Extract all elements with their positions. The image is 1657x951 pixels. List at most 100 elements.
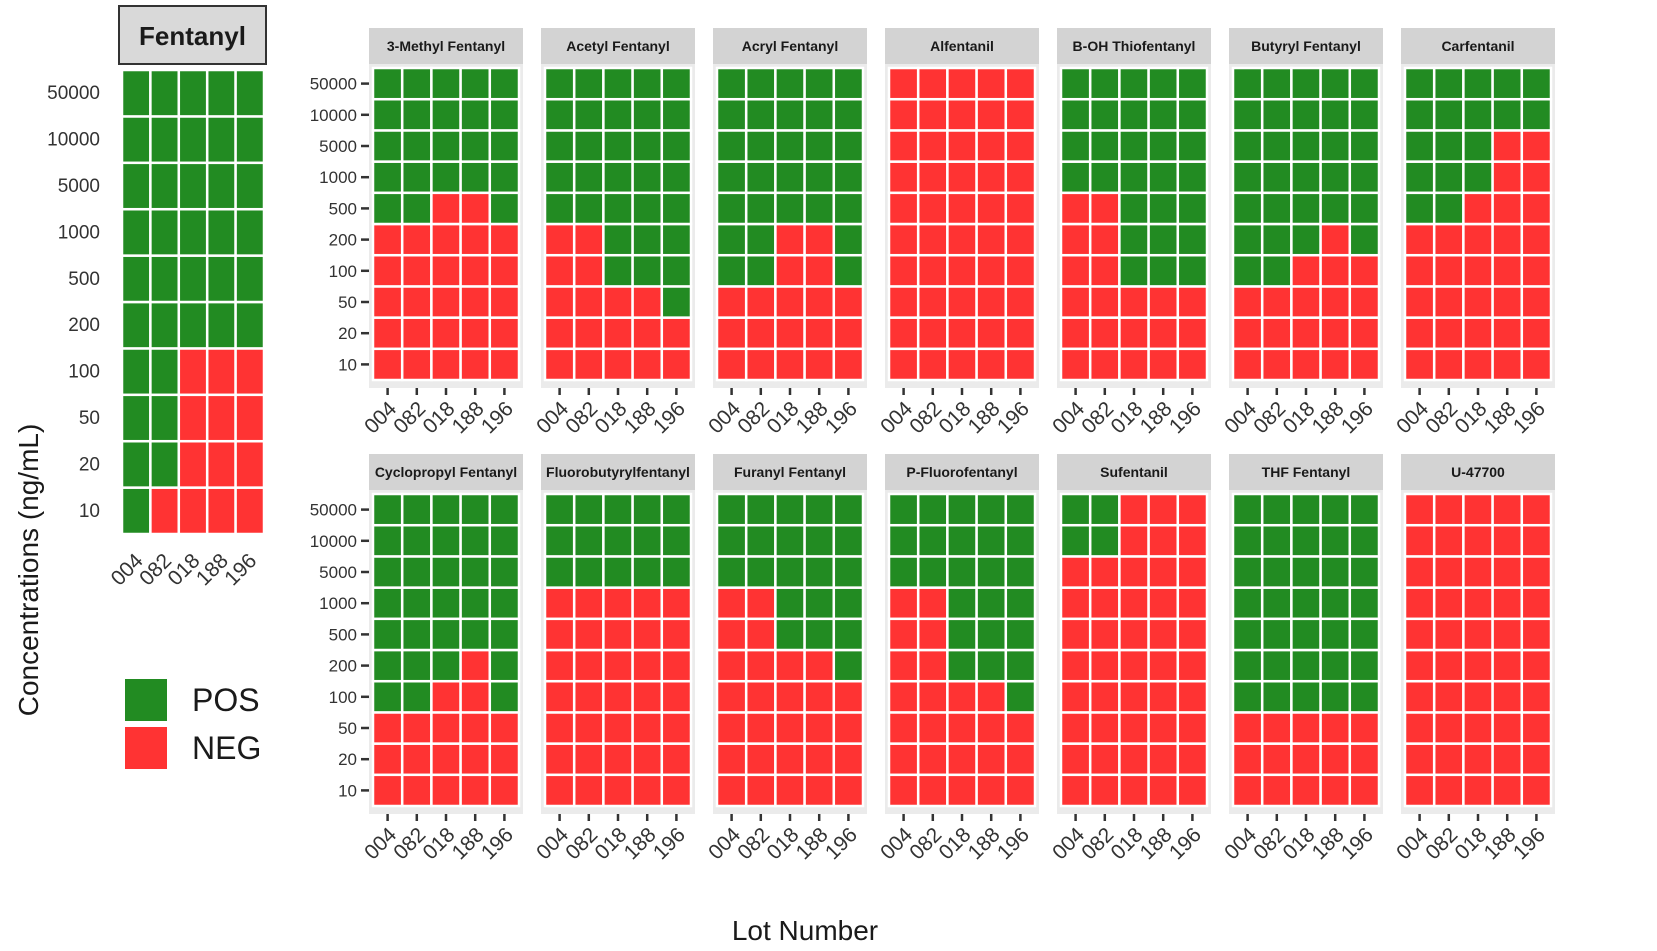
cell-fentanyl-018-10: [177, 486, 209, 536]
cell-p-fluorofentanyl-188-20: [975, 742, 1008, 777]
cell-fluorobutyrylfentanyl-196-1000: [660, 586, 693, 621]
cell-b-oh-thiofentanyl-018-10: [1118, 347, 1150, 382]
cell-b-oh-thiofentanyl-018-50: [1118, 285, 1150, 319]
cell-furanyl-fentanyl-082-1000: [744, 586, 777, 621]
cell-acetyl-fentanyl-018-10: [602, 347, 634, 382]
cell-fentanyl-082-5000: [149, 161, 181, 211]
cell-b-oh-thiofentanyl-196-10: [1176, 347, 1209, 382]
cell-furanyl-fentanyl-196-200: [832, 648, 865, 683]
cell-thf-fentanyl-004-200: [1231, 648, 1264, 683]
cell-thf-fentanyl-082-10: [1260, 773, 1293, 808]
cell-butyryl-fentanyl-196-200: [1348, 222, 1381, 257]
cell-3-methyl-fentanyl-196-100: [488, 253, 521, 288]
facet-strip-butyryl-fentanyl: [1229, 28, 1383, 64]
cell-u-47700-196-50: [1520, 711, 1553, 745]
cell-acryl-fentanyl-004-10000: [715, 97, 748, 132]
cell-3-methyl-fentanyl-082-500: [400, 191, 433, 226]
cell-acryl-fentanyl-018-10: [774, 347, 806, 382]
cell-u-47700-196-100: [1520, 679, 1553, 714]
x-tick-acryl-fentanyl-196: 196: [821, 397, 862, 438]
cell-fluorobutyrylfentanyl-018-10000: [602, 523, 634, 558]
y-tick-3-methyl-fentanyl-50: 50: [338, 293, 357, 312]
cell-butyryl-fentanyl-196-100: [1348, 253, 1381, 288]
cell-carfentanil-004-1000: [1403, 160, 1436, 195]
cell-p-fluorofentanyl-082-1000: [916, 586, 949, 621]
cell-furanyl-fentanyl-004-5000: [715, 555, 748, 589]
cell-3-methyl-fentanyl-188-10: [459, 347, 492, 382]
facet-strip-label-alfentanil: Alfentanil: [930, 38, 994, 54]
cell-p-fluorofentanyl-004-10000: [887, 523, 920, 558]
cell-alfentanil-196-5000: [1004, 129, 1037, 163]
facet-strip-carfentanil: [1401, 28, 1555, 64]
facet-strip-acryl-fentanyl: [713, 28, 867, 64]
cell-fluorobutyrylfentanyl-018-1000: [602, 586, 634, 621]
cell-furanyl-fentanyl-196-5000: [832, 555, 865, 589]
cell-furanyl-fentanyl-188-200: [803, 648, 836, 683]
cell-furanyl-fentanyl-082-10000: [744, 523, 777, 558]
cell-carfentanil-018-500: [1462, 191, 1494, 226]
cell-b-oh-thiofentanyl-196-50: [1176, 285, 1209, 319]
x-tick-thf-fentanyl-196: 196: [1337, 823, 1378, 864]
cell-furanyl-fentanyl-196-50000: [832, 492, 865, 527]
cell-b-oh-thiofentanyl-188-1000: [1147, 160, 1180, 195]
cell-fluorobutyrylfentanyl-018-10: [602, 773, 634, 808]
cell-carfentanil-196-5000: [1520, 129, 1553, 163]
cell-p-fluorofentanyl-196-1000: [1004, 586, 1037, 621]
cell-butyryl-fentanyl-082-5000: [1260, 129, 1293, 163]
cell-u-47700-188-10: [1491, 773, 1524, 808]
cell-b-oh-thiofentanyl-196-50000: [1176, 66, 1209, 101]
cell-fluorobutyrylfentanyl-018-50000: [602, 492, 634, 527]
cell-sufentanil-196-1000: [1176, 586, 1209, 621]
y-tick-3-methyl-fentanyl-5000: 5000: [319, 137, 357, 156]
legend-swatch-pos: [125, 679, 167, 721]
cell-thf-fentanyl-196-5000: [1348, 555, 1381, 589]
cell-carfentanil-018-200: [1462, 222, 1494, 257]
x-tick-fluorobutyrylfentanyl-196: 196: [649, 823, 690, 864]
cell-sufentanil-082-200: [1088, 648, 1121, 683]
cell-fentanyl-004-5000: [120, 161, 152, 211]
cell-fluorobutyrylfentanyl-018-500: [602, 617, 634, 652]
cell-carfentanil-082-100: [1432, 253, 1465, 288]
cell-acetyl-fentanyl-196-20: [660, 316, 693, 351]
cell-sufentanil-196-500: [1176, 617, 1209, 652]
cell-p-fluorofentanyl-196-500: [1004, 617, 1037, 652]
cell-alfentanil-018-50000: [946, 66, 978, 101]
cell-fluorobutyrylfentanyl-018-50: [602, 711, 634, 745]
cell-alfentanil-082-500: [916, 191, 949, 226]
cell-butyryl-fentanyl-196-1000: [1348, 160, 1381, 195]
cell-3-methyl-fentanyl-082-5000: [400, 129, 433, 163]
cell-fluorobutyrylfentanyl-082-1000: [572, 586, 605, 621]
legend-swatch-neg: [125, 727, 167, 769]
cell-thf-fentanyl-196-1000: [1348, 586, 1381, 621]
facet-strip-label-thf-fentanyl: THF Fentanyl: [1262, 464, 1351, 480]
cell-p-fluorofentanyl-004-1000: [887, 586, 920, 621]
cell-butyryl-fentanyl-188-10000: [1319, 97, 1352, 132]
y-tick-3-methyl-fentanyl-10: 10: [338, 355, 357, 374]
cell-acetyl-fentanyl-018-100: [602, 253, 634, 288]
cell-sufentanil-004-200: [1059, 648, 1092, 683]
legend-label-pos: POS: [192, 682, 260, 718]
cell-acetyl-fentanyl-188-10000: [631, 97, 664, 132]
cell-u-47700-004-500: [1403, 617, 1436, 652]
cell-furanyl-fentanyl-018-50: [774, 711, 806, 745]
cell-3-methyl-fentanyl-018-100: [430, 253, 462, 288]
cell-carfentanil-082-50000: [1432, 66, 1465, 101]
cell-3-methyl-fentanyl-196-10000: [488, 97, 521, 132]
cell-thf-fentanyl-196-20: [1348, 742, 1381, 777]
cell-carfentanil-188-50000: [1491, 66, 1524, 101]
cell-alfentanil-018-1000: [946, 160, 978, 195]
cell-3-methyl-fentanyl-082-50: [400, 285, 433, 319]
cell-b-oh-thiofentanyl-188-10: [1147, 347, 1180, 382]
cell-fluorobutyrylfentanyl-004-20: [543, 742, 576, 777]
cell-carfentanil-018-10: [1462, 347, 1494, 382]
fentanyl-y-tick-10000: 10000: [47, 130, 100, 151]
cell-thf-fentanyl-018-20: [1290, 742, 1322, 777]
cell-cyclopropyl-fentanyl-196-10000: [488, 523, 521, 558]
cell-alfentanil-188-50: [975, 285, 1008, 319]
cell-3-methyl-fentanyl-018-200: [430, 222, 462, 257]
facet-strip-fluorobutyrylfentanyl: [541, 454, 695, 490]
cell-carfentanil-196-500: [1520, 191, 1553, 226]
cell-acryl-fentanyl-082-20: [744, 316, 777, 351]
cell-furanyl-fentanyl-004-100: [715, 679, 748, 714]
x-tick-butyryl-fentanyl-196: 196: [1337, 397, 1378, 438]
